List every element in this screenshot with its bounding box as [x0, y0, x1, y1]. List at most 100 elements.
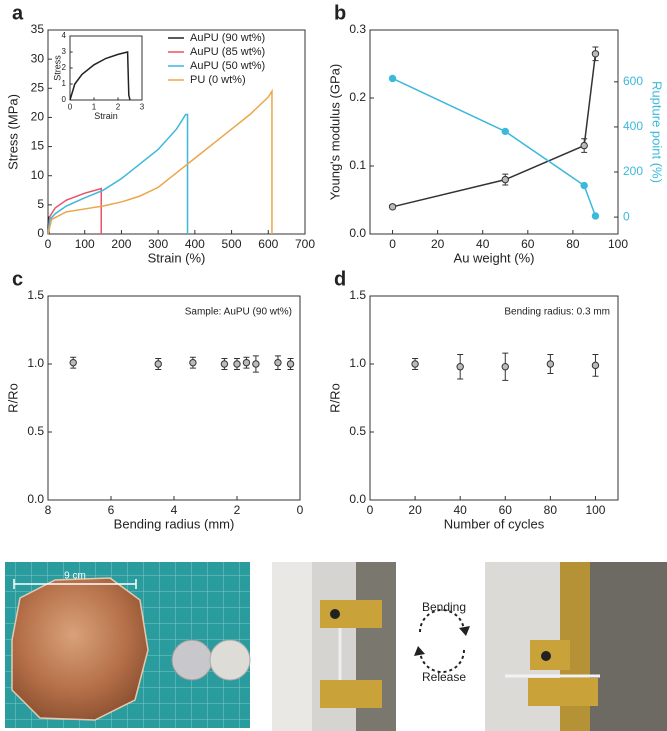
y-axis-label: Stress	[52, 55, 62, 81]
x-tick-label: 0	[68, 102, 73, 111]
x-tick-label: 0	[367, 503, 374, 517]
y-tick-label: 1	[62, 79, 67, 88]
y-tick-label: 0	[37, 226, 44, 240]
y2-tick-label: 400	[623, 119, 643, 133]
data-point	[154, 360, 162, 368]
x-tick-label: 700	[295, 237, 315, 251]
y-tick-label: 25	[31, 80, 45, 94]
data-point	[591, 361, 600, 370]
data-point	[233, 360, 241, 368]
y-tick-label: 0.3	[349, 22, 366, 36]
y-tick-label: 5	[37, 197, 44, 211]
x-tick-label: 3	[140, 102, 145, 111]
data-point	[388, 74, 397, 83]
x-tick-label: 60	[499, 503, 513, 517]
y-tick-label: 1.5	[27, 288, 44, 302]
panel-label: b	[334, 2, 346, 24]
y-tick-label: 0.1	[349, 158, 366, 172]
series-line	[69, 51, 131, 101]
plot-frame	[47, 295, 301, 501]
data-point	[501, 363, 509, 371]
series-line	[392, 77, 597, 217]
x-axis-label: Strain	[94, 111, 118, 121]
data-point	[411, 360, 419, 368]
y-tick-label: 3	[62, 47, 67, 56]
y-tick-label: 1.5	[349, 288, 366, 302]
x-tick-label: 0	[297, 503, 304, 517]
y2-tick-label: 0	[623, 209, 630, 223]
data-point	[189, 358, 197, 367]
legend-label: AuPU (50 wt%)	[190, 60, 265, 72]
legend-label: AuPU (85 wt%)	[190, 46, 265, 58]
x-tick-label: 20	[408, 503, 422, 517]
bend-arrows: Bending Release	[414, 600, 470, 684]
series-line	[392, 53, 597, 208]
arrow-label: Bending	[422, 600, 466, 614]
data-point	[252, 360, 260, 368]
x-tick-label: 2	[234, 503, 241, 517]
y2-tick-label: 600	[623, 74, 643, 88]
panel-label: d	[334, 268, 346, 290]
data-point	[69, 358, 77, 367]
x-tick-label: 500	[222, 237, 242, 251]
panel-label: a	[12, 2, 24, 24]
y-tick-label: 1.0	[349, 356, 366, 370]
legend-label: AuPU (90 wt%)	[190, 32, 265, 44]
photo-bend-open	[272, 562, 396, 731]
y-tick-label: 0.5	[27, 424, 44, 438]
x-axis-label: Bending radius (mm)	[114, 517, 235, 532]
y-tick-label: 0.0	[349, 492, 366, 506]
data-point	[591, 50, 600, 58]
legend-label: PU (0 wt%)	[190, 74, 246, 86]
x-tick-label: 1	[92, 102, 97, 111]
photo-bend-closed	[485, 562, 667, 731]
y-tick-label: 2	[62, 63, 67, 72]
y-tick-label: 20	[31, 110, 45, 124]
y-axis-label: Stress (MPa)	[5, 94, 20, 170]
data-point	[591, 212, 600, 220]
y-tick-label: 15	[31, 139, 45, 153]
y-tick-label: 1.0	[27, 356, 44, 370]
plot-frame	[369, 29, 619, 235]
x-tick-label: 300	[148, 237, 168, 251]
inset-background	[70, 36, 142, 100]
panel-label: c	[12, 268, 23, 290]
x-tick-label: 40	[476, 237, 490, 251]
y-tick-label: 0.0	[27, 492, 44, 506]
y-tick-label: 30	[31, 51, 45, 65]
x-axis-label: Au weight (%)	[454, 251, 535, 266]
x-tick-label: 40	[454, 503, 468, 517]
plot-frame	[47, 29, 306, 235]
x-tick-label: 80	[544, 503, 558, 517]
x-tick-label: 20	[431, 237, 445, 251]
arrow-label: Release	[422, 670, 466, 684]
x-tick-label: 4	[171, 503, 178, 517]
x-tick-label: 80	[566, 237, 580, 251]
scale-label: 9 cm	[64, 571, 86, 582]
annotation: Bending radius: 0.3 mm	[504, 307, 610, 318]
y-tick-label: 0	[62, 95, 67, 104]
annotation: Sample: AuPU (90 wt%)	[185, 307, 292, 318]
x-axis-label: Strain (%)	[148, 251, 206, 266]
x-tick-label: 2	[116, 102, 121, 111]
series-line	[47, 113, 189, 235]
y-tick-label: 35	[31, 22, 45, 36]
x-tick-label: 100	[608, 237, 628, 251]
data-point	[388, 203, 397, 211]
y2-axis-label: Rupture point (%)	[650, 81, 665, 183]
x-tick-label: 100	[585, 503, 605, 517]
plot-frame	[369, 295, 619, 501]
x-tick-label: 400	[185, 237, 205, 251]
x-tick-label: 8	[45, 503, 52, 517]
y-tick-label: 0.2	[349, 90, 366, 104]
data-point	[274, 358, 282, 367]
x-tick-label: 0	[45, 237, 52, 251]
data-point	[580, 181, 588, 190]
y-axis-label: Young's modulus (GPa)	[327, 64, 342, 200]
y-tick-label: 0.5	[349, 424, 366, 438]
x-tick-label: 6	[108, 503, 115, 517]
y2-tick-label: 200	[623, 164, 643, 178]
series-line	[47, 187, 102, 235]
data-point	[546, 360, 555, 368]
